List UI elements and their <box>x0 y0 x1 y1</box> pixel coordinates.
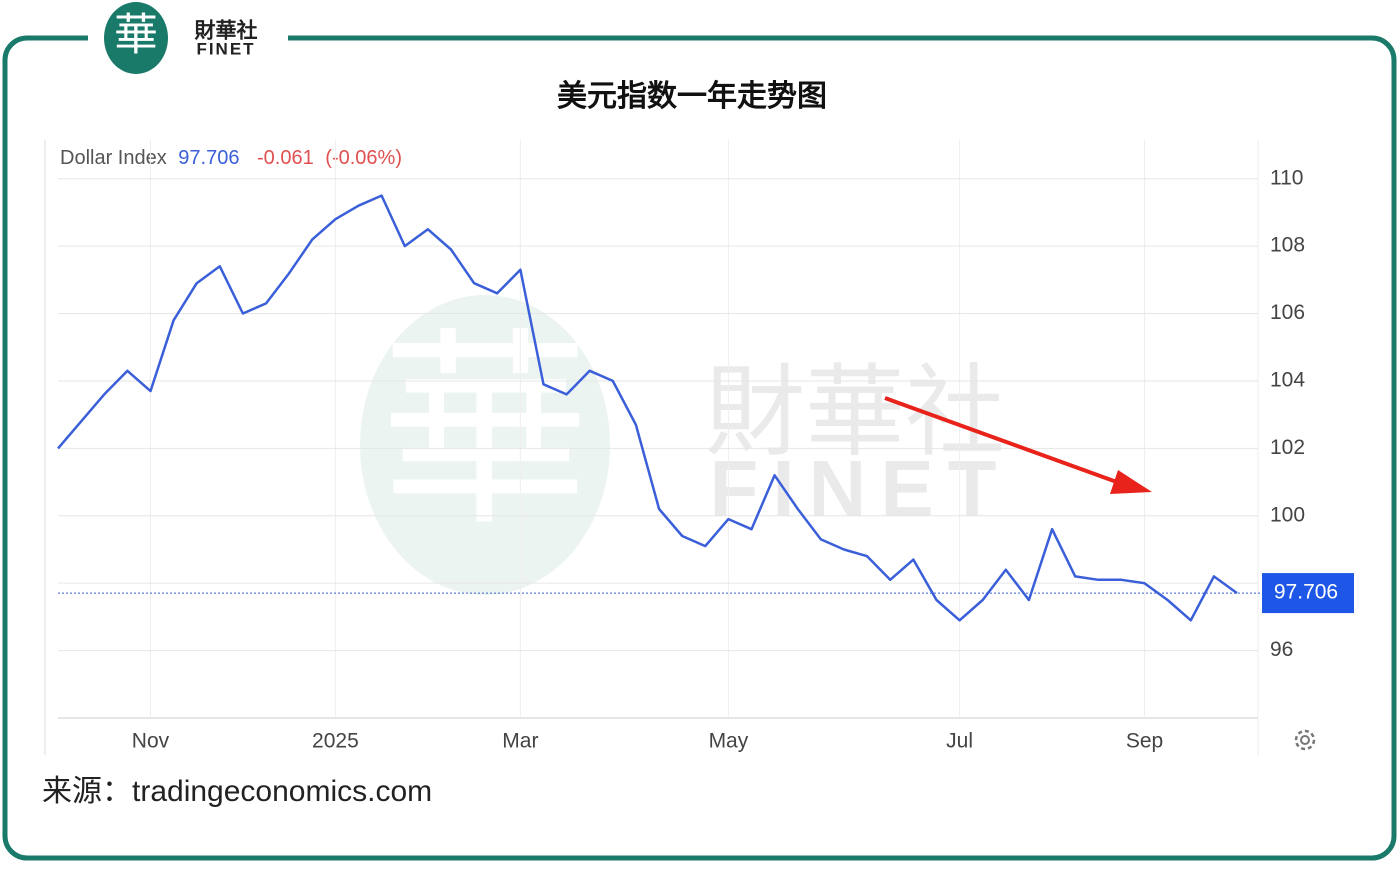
plot: Nov2025MarMayJulSep969810010210410610811… <box>57 140 1354 753</box>
brand-en: FINET <box>196 39 255 58</box>
x-tick-label: Nov <box>132 730 170 753</box>
y-tick-label: 96 <box>1270 638 1293 661</box>
y-tick-label: 110 <box>1270 166 1303 189</box>
x-tick-label: May <box>709 730 749 753</box>
legend-change-pct: (-0.06%) <box>325 147 402 169</box>
legend: Dollar Index 97.706 -0.061 (-0.06%) <box>60 147 402 169</box>
watermark: 華 財華社 FINET <box>360 295 1005 595</box>
frame <box>2 35 1397 861</box>
y-tick-label: 106 <box>1270 301 1305 324</box>
brand-cn: 財華社 <box>195 19 258 43</box>
y-tick-label: 108 <box>1270 234 1305 257</box>
last-value-box <box>1262 573 1354 614</box>
last-value-label: 97.706 <box>1274 581 1338 604</box>
logo-char: 華 <box>114 10 158 61</box>
trend-arrow <box>884 396 1126 487</box>
y-tick-label: 102 <box>1270 436 1305 459</box>
x-tick-label: 2025 <box>312 730 359 753</box>
settings-icon[interactable] <box>1294 729 1316 751</box>
legend-change: -0.061 <box>257 147 314 169</box>
watermark-cn: 財華社 <box>705 356 1005 468</box>
chart-title: 美元指数一年走势图 <box>557 79 827 113</box>
gear-teeth <box>1294 729 1316 751</box>
trend-arrowhead <box>1110 470 1152 494</box>
series-line <box>57 194 1238 622</box>
legend-name: Dollar Index <box>60 147 167 169</box>
y-tick-label: 104 <box>1270 368 1305 391</box>
legend-last: 97.706 <box>178 147 239 169</box>
logo-badge <box>104 2 168 74</box>
x-tick-label: Sep <box>1126 730 1163 753</box>
gear-hub <box>1300 735 1310 745</box>
watermark-badge <box>360 295 610 595</box>
y-tick-label: 100 <box>1270 503 1305 526</box>
x-tick-label: Jul <box>946 730 973 753</box>
source: 来源：tradingeconomics.com <box>42 775 432 808</box>
x-tick-label: Mar <box>502 730 538 753</box>
watermark-char: 華 <box>380 310 590 555</box>
